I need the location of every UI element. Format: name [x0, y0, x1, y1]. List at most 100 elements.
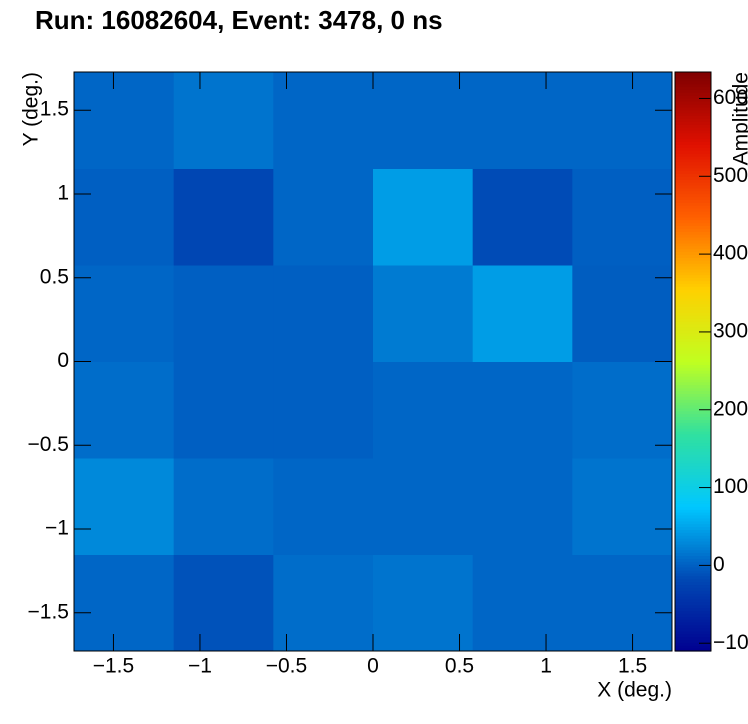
heatmap-cell	[472, 168, 573, 266]
colorbar-segment	[675, 179, 711, 183]
colorbar-segment	[675, 500, 711, 504]
colorbar-segment	[675, 118, 711, 122]
heatmap-cell	[373, 72, 474, 169]
colorbar-segment	[675, 538, 711, 542]
colorbar-segment	[675, 112, 711, 117]
colorbar-segment	[675, 451, 711, 455]
colorbar-segment	[675, 347, 711, 351]
colorbar-segment	[675, 633, 711, 638]
colorbar-segment	[675, 616, 711, 620]
colorbar-segment	[675, 425, 711, 429]
heatmap-cell	[273, 554, 374, 652]
colorbar-segment	[675, 367, 711, 371]
heatmap-cell	[74, 554, 175, 652]
colorbar-segment	[675, 170, 711, 174]
colorbar-segment	[675, 373, 711, 377]
colorbar-segment	[675, 234, 711, 238]
colorbar-segment	[675, 555, 711, 559]
colorbar-segment	[675, 480, 711, 484]
colorbar-segment	[675, 182, 711, 186]
colorbar-segment	[675, 173, 711, 177]
colorbar-segment	[675, 231, 711, 235]
colorbar-segment	[675, 83, 711, 88]
colorbar-segment	[675, 329, 711, 334]
heatmap-cell	[373, 265, 474, 362]
colorbar-segment	[675, 506, 711, 510]
y-tick-label: 1.5	[40, 98, 69, 121]
colorbar-segment	[675, 491, 711, 496]
colorbar-segment	[675, 581, 711, 586]
colorbar-segment	[675, 205, 711, 209]
colorbar-segment	[675, 141, 711, 145]
colorbar-segment	[675, 390, 711, 394]
colorbar-segment	[675, 448, 711, 452]
colorbar-segment	[675, 155, 711, 160]
colorbar-segment	[675, 494, 711, 499]
colorbar-segment	[675, 575, 711, 580]
colorbar-segment	[675, 413, 711, 418]
colorbar-segment	[675, 74, 711, 79]
colorbar-segment	[675, 150, 711, 154]
colorbar-segment	[675, 147, 711, 151]
colorbar-segment	[675, 300, 711, 305]
colorbar-segment	[675, 370, 711, 374]
colorbar-segment	[675, 607, 711, 612]
colorbar-segment	[675, 277, 711, 282]
colorbar-segment	[675, 514, 711, 519]
x-axis-label: X (deg.)	[597, 679, 672, 702]
colorbar-segment	[675, 121, 711, 125]
colorbar-segment	[675, 89, 711, 93]
colorbar-segment	[675, 306, 711, 310]
heatmap-cell	[373, 168, 474, 266]
colorbar-segment	[675, 245, 711, 250]
colorbar-segment	[675, 280, 711, 284]
y-tick-label: 0	[57, 349, 69, 372]
z-tick-label: 200	[713, 397, 748, 420]
colorbar-segment	[675, 196, 711, 200]
colorbar-segment	[675, 260, 711, 264]
colorbar-segment	[675, 187, 711, 192]
colorbar-segment	[675, 387, 711, 392]
heatmap-cell	[74, 361, 175, 459]
colorbar-segment	[675, 158, 711, 163]
colorbar-segment	[675, 523, 711, 528]
colorbar-segment	[675, 558, 711, 562]
colorbar-segment	[675, 138, 711, 143]
colorbar-segment	[675, 595, 711, 600]
colorbar-segment	[675, 433, 711, 438]
heatmap-cell	[472, 361, 573, 459]
colorbar-segment	[675, 364, 711, 368]
colorbar-segment	[675, 639, 711, 643]
colorbar-segment	[675, 488, 711, 493]
colorbar-segment	[675, 624, 711, 629]
colorbar-segment	[675, 352, 711, 357]
colorbar-segment	[675, 176, 711, 180]
heatmap-cell	[273, 458, 374, 555]
heatmap-cell	[173, 361, 274, 459]
heatmap-cell	[173, 458, 274, 555]
colorbar-segment	[675, 268, 711, 273]
colorbar-segment	[675, 129, 711, 134]
colorbar-segment	[675, 546, 711, 551]
colorbar-segment	[675, 622, 711, 626]
colorbar-segment	[675, 584, 711, 588]
heatmap-cell	[373, 458, 474, 555]
colorbar-segment	[675, 567, 711, 571]
colorbar-segment	[675, 297, 711, 302]
colorbar-segment	[675, 598, 711, 603]
colorbar-segment	[675, 115, 711, 119]
colorbar-segment	[675, 335, 711, 339]
colorbar-segment	[675, 326, 711, 331]
colorbar-segment	[675, 338, 711, 342]
colorbar-segment	[675, 251, 711, 255]
colorbar-segment	[675, 184, 711, 189]
colorbar-segment	[675, 540, 711, 545]
colorbar-segment	[675, 358, 711, 363]
heatmap-cell	[572, 265, 673, 362]
colorbar-segment	[675, 572, 711, 577]
colorbar-segment	[675, 72, 711, 76]
colorbar-segment	[675, 309, 711, 313]
colorbar-segment	[675, 332, 711, 337]
z-tick-label: −100	[713, 631, 748, 654]
colorbar-segment	[675, 202, 711, 206]
